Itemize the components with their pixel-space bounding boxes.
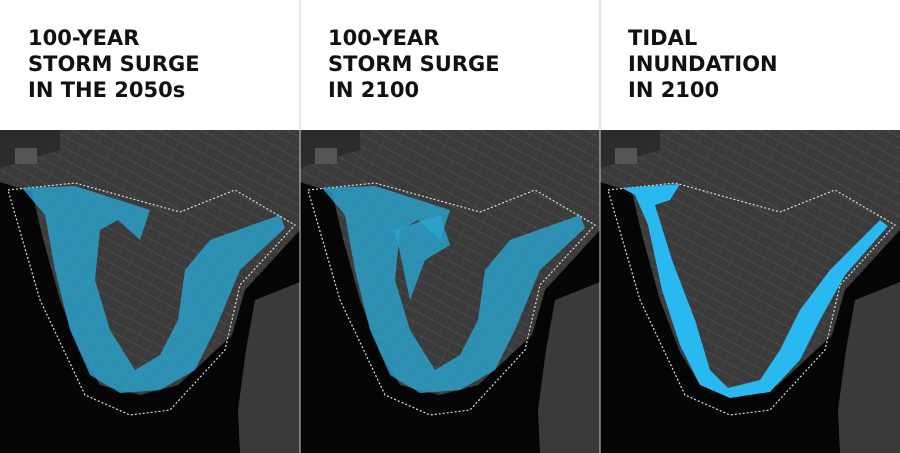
panel-title: IN 2100: [328, 78, 419, 102]
panel-title: STORM SURGE: [328, 52, 500, 76]
panel-title: 100-YEAR: [328, 26, 439, 50]
panel: [299, 129, 601, 453]
panel-title: STORM SURGE: [28, 52, 200, 76]
panel-title: IN 2100: [628, 78, 719, 102]
panel-title: 100-YEAR: [28, 26, 139, 50]
panel: [599, 129, 900, 453]
panel: [0, 129, 301, 453]
panel-title: INUNDATION: [628, 52, 778, 76]
panel-title: IN THE 2050s: [28, 78, 185, 102]
panel-title: TIDAL: [628, 26, 697, 50]
